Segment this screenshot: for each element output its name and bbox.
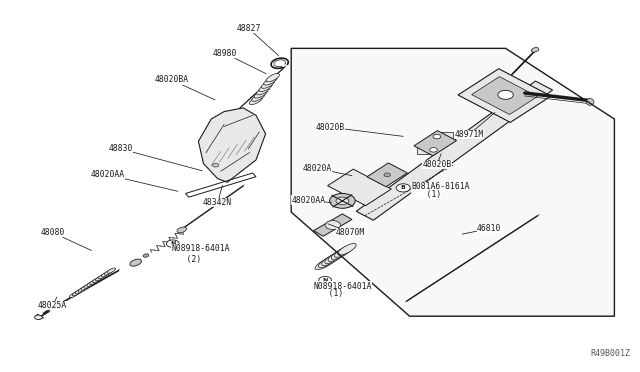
Ellipse shape: [259, 83, 272, 92]
Text: 46810: 46810: [462, 224, 501, 234]
Ellipse shape: [531, 48, 539, 52]
Ellipse shape: [330, 193, 355, 208]
Ellipse shape: [257, 87, 270, 95]
Ellipse shape: [104, 270, 113, 275]
Ellipse shape: [81, 285, 90, 290]
Ellipse shape: [318, 256, 337, 267]
Text: 48025A: 48025A: [38, 297, 67, 310]
Ellipse shape: [586, 99, 594, 105]
Ellipse shape: [264, 77, 277, 85]
Polygon shape: [414, 131, 456, 156]
Ellipse shape: [335, 246, 353, 257]
Polygon shape: [472, 77, 538, 115]
Circle shape: [429, 148, 437, 152]
Polygon shape: [291, 48, 614, 316]
Text: (1): (1): [314, 289, 343, 298]
Ellipse shape: [254, 90, 268, 98]
Ellipse shape: [93, 278, 101, 283]
Text: N: N: [170, 241, 175, 246]
Text: 48020BA: 48020BA: [154, 76, 215, 100]
Ellipse shape: [328, 250, 346, 262]
Polygon shape: [458, 69, 551, 122]
Ellipse shape: [95, 276, 104, 281]
Text: 48020A: 48020A: [303, 164, 352, 176]
Text: (1): (1): [412, 190, 441, 199]
Ellipse shape: [90, 279, 98, 285]
Polygon shape: [314, 214, 352, 236]
Circle shape: [498, 90, 513, 99]
Text: 48342N: 48342N: [203, 186, 232, 207]
Ellipse shape: [87, 281, 95, 286]
Ellipse shape: [338, 244, 356, 255]
Text: R49B001Z: R49B001Z: [590, 349, 630, 358]
Ellipse shape: [75, 289, 84, 294]
Ellipse shape: [250, 96, 262, 105]
Ellipse shape: [84, 283, 92, 288]
Text: B: B: [401, 185, 406, 190]
Text: N: N: [323, 278, 328, 283]
Text: 48830: 48830: [108, 144, 202, 171]
Ellipse shape: [332, 248, 350, 259]
Text: 48020AA: 48020AA: [90, 170, 178, 191]
Polygon shape: [367, 163, 408, 187]
Ellipse shape: [78, 287, 86, 292]
Circle shape: [35, 315, 42, 320]
Text: 48827: 48827: [236, 24, 278, 55]
Circle shape: [384, 173, 390, 177]
Text: 48080: 48080: [40, 228, 92, 250]
FancyBboxPatch shape: [417, 147, 431, 154]
Ellipse shape: [252, 93, 265, 101]
Circle shape: [212, 163, 219, 167]
Ellipse shape: [261, 80, 275, 88]
Text: 48020AA: 48020AA: [291, 196, 332, 205]
Ellipse shape: [143, 254, 148, 257]
Text: B081A6-8161A: B081A6-8161A: [412, 182, 470, 191]
Ellipse shape: [99, 273, 107, 279]
Text: N08918-6401A
   (2): N08918-6401A (2): [172, 244, 230, 264]
Ellipse shape: [72, 291, 81, 296]
Polygon shape: [328, 169, 391, 206]
FancyBboxPatch shape: [439, 132, 453, 139]
Polygon shape: [198, 108, 266, 182]
Ellipse shape: [315, 258, 333, 270]
Ellipse shape: [321, 254, 340, 266]
Text: N08918-6401A: N08918-6401A: [314, 282, 372, 291]
Ellipse shape: [336, 197, 349, 205]
Circle shape: [396, 184, 410, 192]
Circle shape: [325, 221, 340, 230]
Text: 48020B: 48020B: [316, 123, 403, 137]
Ellipse shape: [107, 268, 116, 273]
Polygon shape: [356, 81, 552, 220]
Ellipse shape: [69, 292, 78, 298]
Text: 48070M: 48070M: [328, 224, 365, 237]
Ellipse shape: [324, 252, 343, 263]
Ellipse shape: [101, 272, 110, 277]
Ellipse shape: [266, 74, 280, 82]
Text: 48020B: 48020B: [422, 154, 452, 169]
Text: 48971M: 48971M: [454, 112, 495, 139]
Circle shape: [166, 240, 179, 247]
Circle shape: [433, 134, 441, 139]
Text: 48980: 48980: [213, 49, 266, 74]
Ellipse shape: [130, 259, 141, 266]
Circle shape: [319, 276, 332, 284]
Ellipse shape: [177, 227, 186, 233]
